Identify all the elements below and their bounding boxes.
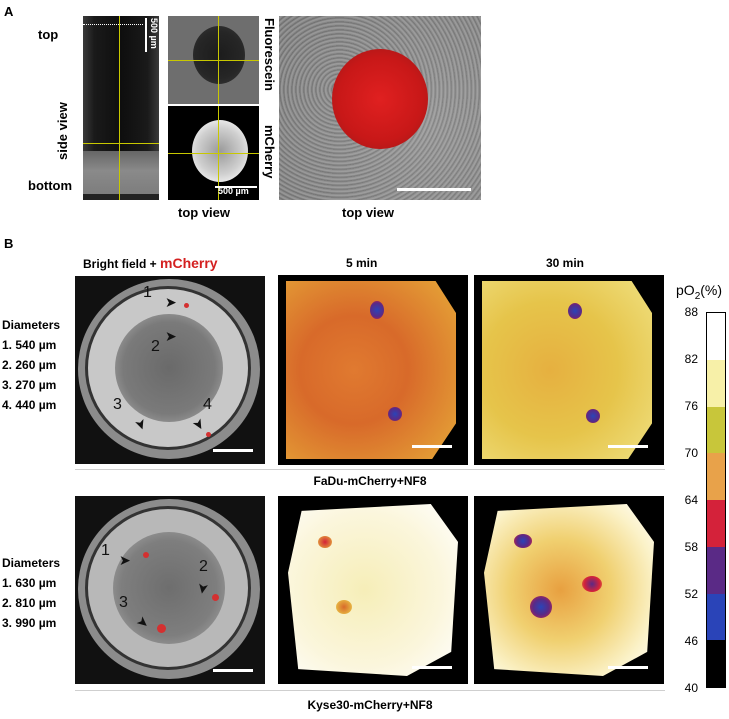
row1-diameter-3: 3. 270 µm bbox=[2, 378, 57, 392]
col-5min-title: 5 min bbox=[346, 256, 378, 270]
colorbar-band bbox=[707, 406, 725, 454]
side-view-scale-label: 500 µm bbox=[149, 18, 159, 49]
colorbar bbox=[706, 312, 726, 688]
colorbar-band bbox=[707, 593, 725, 641]
mcherry-highlight: mCherry bbox=[160, 255, 218, 271]
row1-diameter-2: 2. 260 µm bbox=[2, 358, 57, 372]
top-view-caption-1: top view bbox=[178, 205, 231, 220]
side-view-label: side view bbox=[55, 102, 70, 160]
colorbar-band bbox=[707, 313, 725, 360]
row2-5min-map bbox=[278, 496, 468, 684]
row2-diameters-heading: Diameters bbox=[2, 556, 61, 570]
colorbar-title-sub: 2 bbox=[694, 290, 701, 302]
fluorescein-image bbox=[168, 16, 259, 104]
row2-spheroid-3: 3 bbox=[119, 594, 128, 611]
colorbar-band bbox=[707, 453, 725, 500]
row2-diameter-3: 3. 990 µm bbox=[2, 616, 57, 630]
colorbar-tick-label: 88 bbox=[684, 305, 698, 319]
row1-30min-map bbox=[474, 275, 664, 465]
colorbar-tick-label: 40 bbox=[684, 681, 698, 695]
colorbar-tick-label: 46 bbox=[684, 634, 698, 648]
row1-spheroid-1: 1 bbox=[143, 284, 152, 301]
colorbar-band bbox=[707, 359, 725, 407]
row1-diameters-heading: Diameters bbox=[2, 318, 61, 332]
panel-b-letter: B bbox=[4, 236, 14, 251]
colorbar-title: pO2(%) bbox=[676, 282, 722, 302]
overlay-image bbox=[279, 16, 481, 200]
row1-diameters: Diameters 1. 540 µm 2. 260 µm 3. 270 µm … bbox=[2, 315, 60, 415]
mcherry-label: mCherry bbox=[262, 125, 277, 179]
side-view-image: 500 µm bbox=[83, 16, 159, 200]
mcherry-scale-label: 500 µm bbox=[218, 186, 249, 196]
row2-arrow-1: ➤ bbox=[119, 552, 131, 568]
colorbar-band bbox=[707, 500, 725, 547]
row1-spheroid-2: 2 bbox=[151, 338, 160, 355]
panel-a-letter: A bbox=[4, 4, 14, 19]
row1-diameter-1: 1. 540 µm bbox=[2, 338, 57, 352]
row1-diameter-4: 4. 440 µm bbox=[2, 398, 57, 412]
bright-field-prefix: Bright field + bbox=[83, 257, 161, 271]
row2-diameter-2: 2. 810 µm bbox=[2, 596, 57, 610]
col-30min-title: 30 min bbox=[546, 256, 585, 270]
colorbar-tick-label: 58 bbox=[684, 540, 698, 554]
row2-diameters: Diameters 1. 630 µm 2. 810 µm 3. 990 µm bbox=[2, 553, 60, 633]
side-view-top-label: top bbox=[38, 27, 59, 42]
row1-arrow-2: ➤ bbox=[165, 328, 177, 344]
bright-field-title: Bright field + mCherry bbox=[83, 255, 218, 271]
row1-spheroid-3: 3 bbox=[113, 396, 122, 413]
colorbar-tick-label: 76 bbox=[684, 399, 698, 413]
row1-spheroid-4: 4 bbox=[203, 396, 212, 413]
row2-divider bbox=[75, 690, 665, 691]
row1-caption: FaDu-mCherry+NF8 bbox=[313, 474, 427, 488]
row2-bright-field-image: 1 2 3 ➤ ➤ ➤ bbox=[75, 496, 265, 684]
colorbar-tick-label: 82 bbox=[684, 352, 698, 366]
row2-arrow-2: ➤ bbox=[194, 581, 213, 596]
row2-spheroid-2: 2 bbox=[199, 558, 208, 575]
colorbar-tick-label: 64 bbox=[684, 493, 698, 507]
row2-spheroid-1: 1 bbox=[101, 542, 110, 559]
mcherry-image: 500 µm bbox=[168, 106, 259, 200]
row2-30min-map bbox=[474, 496, 664, 684]
colorbar-title-unit: (%) bbox=[700, 282, 723, 298]
colorbar-tick-label: 70 bbox=[684, 446, 698, 460]
colorbar-ticks: 88 82 76 70 64 58 52 46 40 bbox=[668, 302, 708, 702]
row1-arrow-1: ➤ bbox=[165, 294, 177, 310]
row2-diameter-1: 1. 630 µm bbox=[2, 576, 57, 590]
colorbar-band bbox=[707, 546, 725, 594]
row1-bright-field-image: 1 2 3 4 ➤ ➤ ➤ ➤ bbox=[75, 276, 265, 464]
side-view-bottom-label: bottom bbox=[28, 178, 73, 193]
colorbar-title-main: pO bbox=[676, 282, 695, 298]
row1-5min-map bbox=[278, 275, 468, 465]
colorbar-tick-label: 52 bbox=[684, 587, 698, 601]
fluorescein-label: Fluorescein bbox=[262, 18, 277, 91]
row2-caption: Kyse30-mCherry+NF8 bbox=[307, 698, 433, 712]
row1-divider bbox=[75, 469, 665, 470]
colorbar-band bbox=[707, 640, 725, 687]
top-view-caption-2: top view bbox=[342, 205, 395, 220]
